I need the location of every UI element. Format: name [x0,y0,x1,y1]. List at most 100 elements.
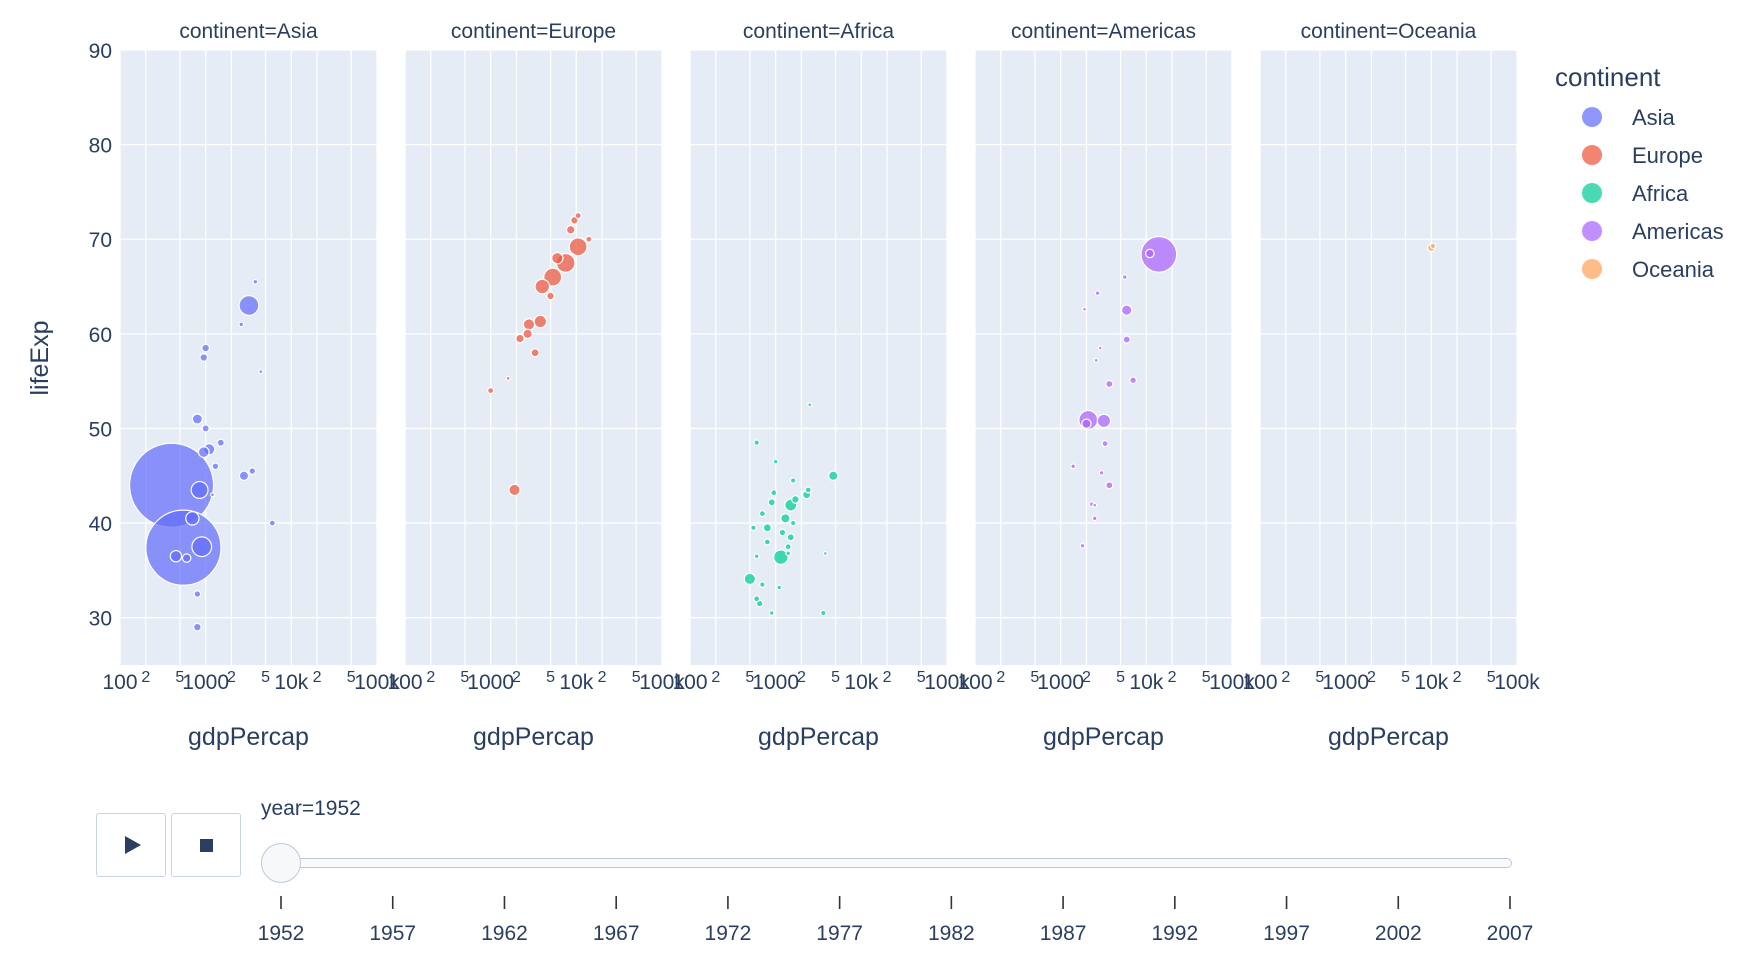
facet-background-oceania [1260,50,1517,665]
legend-swatch-asia[interactable] [1582,107,1602,127]
data-point-asia[interactable] [191,413,203,425]
data-point-africa[interactable] [743,572,757,586]
legend-swatch-europe[interactable] [1582,145,1602,165]
data-point-asia[interactable] [201,424,210,433]
data-point-americas[interactable] [1120,304,1133,316]
data-point-africa[interactable] [789,519,797,527]
data-point-africa[interactable] [780,513,791,524]
data-point-africa[interactable] [828,470,839,481]
data-point-asia[interactable] [268,519,276,527]
data-point-americas[interactable] [1079,542,1086,549]
data-point-europe[interactable] [546,291,555,301]
data-point-americas[interactable] [1081,418,1092,429]
data-point-americas[interactable] [1122,335,1131,344]
data-point-africa[interactable] [791,495,800,504]
data-point-africa[interactable] [753,595,761,603]
data-point-africa[interactable] [786,533,795,542]
data-point-asia[interactable] [238,295,260,316]
data-point-africa[interactable] [772,549,789,566]
data-point-asia[interactable] [185,511,200,526]
data-point-asia[interactable] [238,470,250,481]
data-point-africa[interactable] [776,584,783,591]
slider-tick-label: 1987 [1040,922,1087,945]
data-point-asia[interactable] [211,462,220,471]
data-point-africa[interactable] [759,581,766,588]
data-point-americas[interactable] [1129,376,1137,385]
data-point-africa[interactable] [784,543,792,551]
data-point-americas[interactable] [1105,379,1114,389]
legend-swatch-americas[interactable] [1582,221,1602,241]
data-point-americas[interactable] [1101,440,1109,448]
data-point-americas[interactable] [1082,306,1088,312]
data-point-africa[interactable] [770,489,778,497]
slider-tick-label: 1992 [1151,922,1198,945]
data-point-americas[interactable] [1145,248,1155,259]
data-point-africa[interactable] [767,498,776,507]
data-point-americas[interactable] [1121,274,1128,280]
data-point-africa[interactable] [768,610,775,616]
data-point-americas[interactable] [1096,413,1112,429]
data-point-americas[interactable] [1070,463,1077,470]
data-point-asia[interactable] [145,509,222,586]
data-point-americas[interactable] [1093,357,1099,363]
data-point-africa[interactable] [804,486,812,494]
data-point-africa[interactable] [763,538,771,546]
data-point-europe[interactable] [568,237,588,257]
data-point-americas[interactable] [1092,502,1098,508]
data-point-asia[interactable] [248,467,257,475]
data-point-americas[interactable] [1097,345,1103,351]
data-point-europe[interactable] [585,235,593,243]
data-point-europe[interactable] [508,483,521,497]
data-point-africa[interactable] [753,439,760,446]
data-point-africa[interactable] [820,609,827,617]
data-point-africa[interactable] [758,510,766,518]
data-point-europe[interactable] [522,328,533,340]
data-point-africa[interactable] [772,458,779,465]
data-point-asia[interactable] [199,353,209,362]
data-point-europe[interactable] [534,278,551,295]
data-point-africa[interactable] [822,550,828,556]
data-point-africa[interactable] [789,477,797,484]
data-point-asia[interactable] [169,549,183,563]
year-slider-handle[interactable] [261,843,301,883]
data-point-europe[interactable] [551,251,564,265]
data-point-europe[interactable] [515,333,525,344]
data-point-asia[interactable] [181,553,192,563]
data-point-europe[interactable] [565,224,576,235]
data-point-americas[interactable] [1098,470,1105,476]
data-point-asia[interactable] [193,590,202,598]
data-point-europe[interactable] [533,314,548,329]
data-point-asia[interactable] [252,278,259,285]
year-slider-rail[interactable] [279,858,1512,868]
data-point-asia[interactable] [191,536,213,558]
x-tick-label: 10k [844,671,878,694]
data-point-americas[interactable] [1091,515,1098,522]
stop-button[interactable] [171,813,241,877]
data-point-africa[interactable] [807,402,813,408]
data-point-africa[interactable] [778,528,787,537]
data-point-americas[interactable] [1105,481,1114,490]
data-point-asia[interactable] [258,369,264,375]
data-point-asia[interactable] [193,622,202,632]
data-point-asia[interactable] [201,343,211,353]
data-point-americas[interactable] [1094,290,1101,297]
data-point-asia[interactable] [209,492,215,498]
data-point-africa[interactable] [785,550,792,557]
data-point-europe[interactable] [530,348,540,358]
data-point-europe[interactable] [505,375,511,381]
data-point-europe[interactable] [487,387,495,395]
play-button[interactable] [96,813,166,877]
data-point-africa[interactable] [753,553,760,560]
data-point-africa[interactable] [750,524,757,532]
data-point-asia[interactable] [190,480,209,499]
data-point-africa[interactable] [762,523,772,533]
data-point-oceania[interactable] [1429,242,1437,250]
data-point-asia[interactable] [238,321,245,328]
data-point-europe[interactable] [574,212,582,220]
legend-swatch-africa[interactable] [1582,183,1602,203]
data-point-asia[interactable] [216,438,225,447]
data-point-americas[interactable] [1140,235,1178,273]
data-point-europe[interactable] [522,318,536,331]
legend-swatch-oceania[interactable] [1582,259,1602,279]
data-point-asia[interactable] [197,446,210,459]
